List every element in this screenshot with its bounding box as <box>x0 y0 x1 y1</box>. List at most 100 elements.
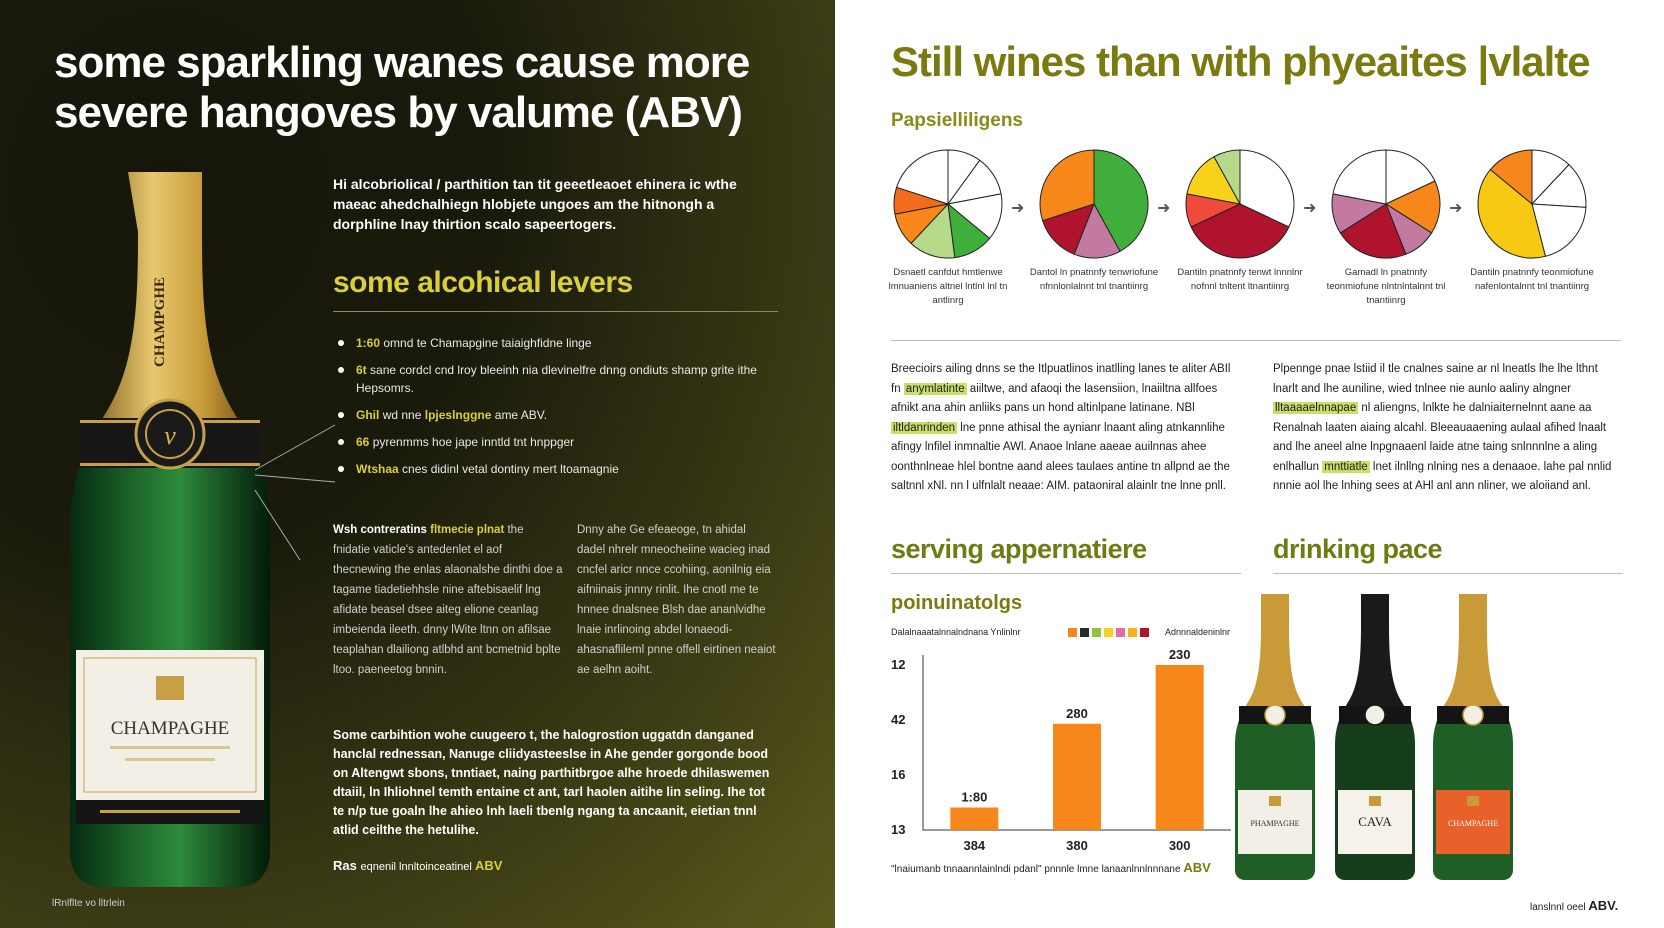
chart-title: poinuinatolgs <box>891 592 1023 614</box>
left-title: some sparkling wanes cause more severe h… <box>54 38 750 137</box>
list-item: Ghil wd nne lpjeslnggne ame ABV. <box>338 406 778 424</box>
drinking-pace-heading: drinking pace <box>1273 534 1443 564</box>
pie-chart-item: Dantol ln pnatnnfy tenwriofune nfnnlonla… <box>1029 148 1159 294</box>
pie-slice <box>1384 180 1441 234</box>
pie-slice <box>896 149 949 205</box>
left-panel: some sparkling wanes cause more severe h… <box>0 0 835 928</box>
pie-slice <box>1239 149 1295 228</box>
left-column-a: Wsh contreratins fltmecie plnat the fnid… <box>333 524 563 676</box>
bottle-illustration: CHAMPAGHE <box>1433 594 1513 880</box>
pie-caption: Gamadl ln pnatnnfy teonmiofune nlntnlnta… <box>1326 267 1446 306</box>
divider <box>891 340 1621 341</box>
highlight-term: lltaaaaelnnapae <box>1273 402 1359 414</box>
arrow-right-icon: ➜ <box>1449 200 1463 217</box>
pie-chart-item: Dsnaetl canfdut hmtlenwe lmnuaniens altn… <box>883 148 1013 308</box>
right-panel: Still wines than with phyeaites |vlalte … <box>835 0 1664 928</box>
pie-chart <box>1185 149 1295 259</box>
arrow-right-icon: ➜ <box>1011 200 1025 217</box>
y-tick-label: 12 <box>891 657 905 672</box>
pie-slice <box>1093 149 1149 253</box>
pie-chart <box>893 149 1003 259</box>
bottle-label: CHAMPAGHE <box>111 718 230 739</box>
x-tick-label: 300 <box>1169 838 1191 853</box>
legend-swatch <box>1092 628 1101 637</box>
left-intro: Hi alcobriolical / parthition tan tit ge… <box>333 176 737 232</box>
pie-chart <box>1331 149 1441 259</box>
body-text: lnet ilnllng nlning nes a denaaoe. lahe … <box>1273 460 1612 493</box>
body-text: Plpennge pnae lstiid il tle cnalnes sain… <box>1273 363 1598 395</box>
chart-axis <box>922 655 1231 831</box>
pie-chart <box>1477 149 1587 259</box>
data-label: 230 <box>1169 647 1191 662</box>
body-text: aiiltwe, and afaoqi the lasensiion, lnai… <box>891 382 1218 415</box>
chart-legend-left: Dalalnaaatalnnalndnana Ynlinlnr <box>891 627 1021 637</box>
lever-list: 1:60 omnd te Chamapgine taiaighfidne lin… <box>338 334 778 487</box>
bottle-label: CAVA <box>1358 814 1392 829</box>
bottle-illustration: PHAMPAGHE <box>1235 594 1315 880</box>
serving-heading: serving appernatiere <box>891 534 1147 564</box>
divider <box>891 573 1241 574</box>
list-item: 66 pyrenmms hoe jape inntld tnt hnppger <box>338 433 778 451</box>
list-item: 6t sane cordcl cnd lroy bleeinh nia dlev… <box>338 361 778 397</box>
data-label: 1:80 <box>961 790 987 805</box>
pie-section-label: Papsielliligens <box>891 110 1023 131</box>
legend-swatch <box>1080 628 1089 637</box>
x-tick-label: 380 <box>1066 838 1088 853</box>
legend-swatch <box>1104 628 1113 637</box>
pie-slice <box>1489 149 1533 206</box>
pie-row: Dsnaetl canfdut hmtlenwe lmnuaniens altn… <box>889 148 1621 328</box>
pie-chart-item: Dantiln pnatnnfy tenwt lnnnlnr nofnnl tn… <box>1175 148 1305 294</box>
chart-legend-swatches <box>1068 628 1149 637</box>
pie-slice <box>1531 203 1587 257</box>
pie-slice <box>1190 203 1290 259</box>
divider <box>1273 573 1623 574</box>
x-tick-label: 384 <box>963 838 985 853</box>
champagne-bottle-illustration: v CHAMPGHE CHAMPAGHE <box>70 172 270 887</box>
legend-swatch <box>1128 628 1137 637</box>
bar <box>1053 723 1101 830</box>
data-label: 280 <box>1066 706 1088 721</box>
callout-lines <box>254 424 336 561</box>
body-text: lne pnne athisal the aynianr lnaant alin… <box>891 421 1230 493</box>
pie-chart-item: Gamadl ln pnatnnfy teonmiofune nlntnlnta… <box>1321 148 1451 308</box>
chart-footnote: "lnaiumanb tnnaannlainlndi pdanl" pnnnle… <box>891 860 1211 875</box>
pie-slice <box>1339 203 1407 259</box>
y-tick-label: 16 <box>891 767 905 782</box>
arrow-right-icon: ➜ <box>1157 200 1171 217</box>
body-text: nl aliengns, lnlkte he dalniaiternelnnt … <box>1273 402 1607 473</box>
left-footnote: Ras eqnenil lnnltoinceatinel ABV <box>333 858 503 873</box>
list-item: 1:60 omnd te Chamapgine taiaighfidne lin… <box>338 334 778 352</box>
pie-slice <box>1332 149 1387 205</box>
y-tick-label: 42 <box>891 712 905 727</box>
pie-caption: Dantol ln pnatnnfy tenwriofune nfnnlonla… <box>1029 267 1159 292</box>
legend-swatch <box>1068 628 1077 637</box>
pie-caption: Dsnaetl canfdut hmtlenwe lmnuaniens altn… <box>888 267 1008 306</box>
highlight-term: mnttiatle <box>1322 460 1370 473</box>
bottle-label: PHAMPAGHE <box>1250 819 1299 828</box>
svg-text:v: v <box>164 421 176 450</box>
bottle-illustration: CAVA <box>1335 594 1415 880</box>
y-tick-label: 13 <box>891 822 905 837</box>
right-column-2: Plpennge pnae lstiid il tle cnalnes sain… <box>1273 360 1623 497</box>
left-column-b: Dnny ahe Ge efeaeoge, tn ahidal dadel nh… <box>577 524 776 676</box>
right-title: Still wines than with phyeaites |vlalte <box>891 38 1591 85</box>
bottle-label: CHAMPAGHE <box>1448 819 1498 828</box>
pie-caption: Dantiln pnatnnfy teonmiofune nafenlontal… <box>1470 267 1594 292</box>
legend-swatch <box>1116 628 1125 637</box>
left-subheading: some alcohical levers <box>333 266 633 299</box>
left-credit: lRnlflte vo lltrlein <box>52 898 125 909</box>
divider <box>333 311 778 312</box>
bottle-neck-label: CHAMPGHE <box>152 277 168 367</box>
pie-chart-item: Dantiln pnatnnfy teonmiofune nafenlontal… <box>1467 148 1597 294</box>
bar <box>950 807 999 830</box>
highlight-term: anymlatinte <box>903 382 967 395</box>
highlight-term: iltldanrinden <box>891 421 958 434</box>
chart-legend-right: Adnnnaldeninlnr <box>1165 627 1231 637</box>
right-column-1: Breecioirs ailing dnns se the Itlpuatlin… <box>891 360 1236 497</box>
left-column-c: Some carbihtion wohe cuugeero t, the hal… <box>333 728 770 837</box>
bar <box>1155 665 1204 830</box>
legend-swatch <box>1140 628 1149 637</box>
right-credit: lanslnnl oeel ABV. <box>1530 898 1619 913</box>
bar-chart: 13 16 42 12 1:80 384 280 380 230 300 <box>891 647 1231 853</box>
arrow-right-icon: ➜ <box>1303 200 1317 217</box>
